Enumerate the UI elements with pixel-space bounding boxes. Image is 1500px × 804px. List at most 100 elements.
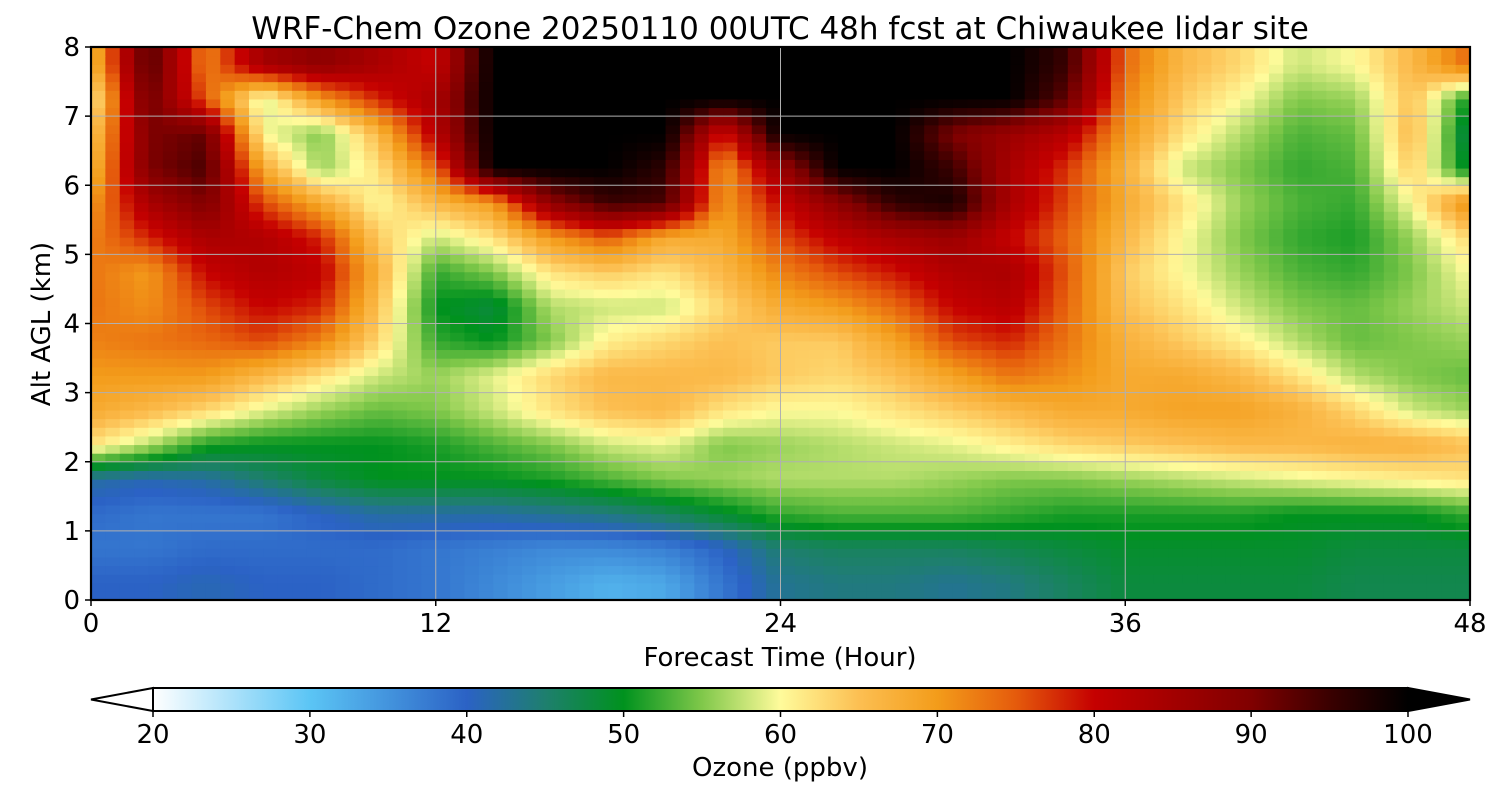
- heatmap-cell: [306, 211, 322, 221]
- heatmap-cell: [909, 150, 925, 160]
- heatmap-cell: [593, 582, 609, 592]
- heatmap-cell: [521, 340, 537, 351]
- heatmap-cell: [967, 496, 983, 506]
- heatmap-cell: [924, 392, 940, 402]
- heatmap-cell: [708, 263, 724, 273]
- heatmap-cell: [550, 582, 566, 592]
- heatmap-cell: [794, 435, 810, 446]
- heatmap-cell: [723, 159, 738, 169]
- heatmap-cell: [1426, 401, 1442, 411]
- heatmap-cell: [1053, 513, 1069, 523]
- heatmap-cell: [536, 349, 552, 359]
- heatmap-cell: [1010, 193, 1026, 204]
- heatmap-cell: [177, 340, 193, 351]
- heatmap-cell: [263, 409, 279, 420]
- heatmap-cell: [392, 332, 408, 342]
- heatmap-cell: [622, 522, 638, 532]
- heatmap-cell: [837, 176, 853, 186]
- heatmap-cell: [1326, 193, 1342, 204]
- heatmap-cell: [478, 556, 494, 567]
- heatmap-cell: [1211, 444, 1227, 454]
- heatmap-cell: [1125, 271, 1141, 281]
- heatmap-cell: [191, 496, 207, 506]
- heatmap-cell: [651, 479, 667, 489]
- heatmap-cell: [450, 548, 466, 558]
- heatmap-cell: [1211, 185, 1227, 195]
- heatmap-cell: [1125, 150, 1141, 160]
- heatmap-cell: [220, 582, 236, 592]
- heatmap-cell: [421, 574, 437, 584]
- heatmap-cell: [780, 496, 796, 506]
- heatmap-cell: [450, 461, 466, 471]
- heatmap-cell: [1110, 556, 1126, 567]
- heatmap-cell: [263, 314, 279, 325]
- heatmap-cell: [708, 513, 724, 523]
- heatmap-cell: [1010, 522, 1026, 532]
- heatmap-cell: [952, 427, 968, 437]
- heatmap-cell: [1311, 496, 1327, 506]
- heatmap-cell: [1197, 565, 1213, 575]
- heatmap-cell: [1182, 548, 1198, 558]
- heatmap-cell: [1369, 176, 1385, 186]
- heatmap-cell: [1067, 185, 1083, 195]
- heatmap-cell: [205, 228, 221, 238]
- heatmap-cell: [1053, 461, 1069, 471]
- heatmap-cell: [392, 150, 408, 160]
- heatmap-cell: [392, 556, 408, 567]
- heatmap-cell: [162, 496, 178, 506]
- heatmap-cell: [1297, 263, 1313, 273]
- heatmap-cell: [1168, 228, 1184, 238]
- heatmap-cell: [1039, 202, 1055, 212]
- heatmap-cell: [881, 358, 897, 368]
- heatmap-cell: [177, 349, 193, 359]
- heatmap-cell: [392, 435, 408, 446]
- heatmap-cell: [1455, 332, 1471, 342]
- heatmap-cell: [837, 392, 853, 402]
- heatmap-cell: [105, 539, 121, 549]
- heatmap-cell: [1211, 228, 1227, 238]
- heatmap-cell: [320, 548, 336, 558]
- heatmap-cell: [220, 504, 236, 515]
- heatmap-cell: [1426, 150, 1442, 160]
- heatmap-cell: [1096, 202, 1112, 212]
- heatmap-cell: [1024, 237, 1040, 247]
- heatmap-cell: [1211, 263, 1227, 273]
- heatmap-cell: [866, 219, 882, 230]
- heatmap-cell: [1168, 332, 1184, 342]
- heatmap-cell: [780, 159, 796, 169]
- heatmap-cell: [1369, 314, 1385, 325]
- heatmap-cell: [91, 245, 106, 255]
- heatmap-cell: [148, 254, 164, 264]
- heatmap-cell: [234, 193, 250, 204]
- heatmap-cell: [1240, 202, 1256, 212]
- heatmap-cell: [723, 401, 738, 411]
- heatmap-cell: [378, 591, 394, 601]
- heatmap-cell: [205, 185, 221, 195]
- heatmap-cell: [263, 306, 279, 316]
- heatmap-cell: [1139, 202, 1155, 212]
- heatmap-cell: [220, 366, 236, 376]
- heatmap-cell: [1125, 375, 1141, 385]
- heatmap-cell: [823, 288, 839, 299]
- heatmap-cell: [1340, 297, 1356, 307]
- heatmap-cell: [320, 228, 336, 238]
- heatmap-cell: [1326, 383, 1342, 394]
- heatmap-cell: [823, 176, 839, 186]
- heatmap-cell: [1283, 530, 1299, 541]
- heatmap-cell: [1082, 297, 1098, 307]
- heatmap-cell: [1039, 522, 1055, 532]
- heatmap-cell: [306, 297, 322, 307]
- heatmap-cell: [349, 332, 365, 342]
- heatmap-cell: [177, 150, 193, 160]
- heatmap-cell: [1240, 349, 1256, 359]
- heatmap-cell: [708, 418, 724, 428]
- heatmap-cell: [349, 556, 365, 567]
- heatmap-cell: [320, 297, 336, 307]
- heatmap-cell: [1039, 591, 1055, 601]
- heatmap-cell: [608, 556, 624, 567]
- heatmap-cell: [1297, 574, 1313, 584]
- heatmap-cell: [249, 496, 264, 506]
- heatmap-cell: [1283, 591, 1299, 601]
- heatmap-cell: [1383, 453, 1399, 463]
- heatmap-cell: [263, 323, 279, 333]
